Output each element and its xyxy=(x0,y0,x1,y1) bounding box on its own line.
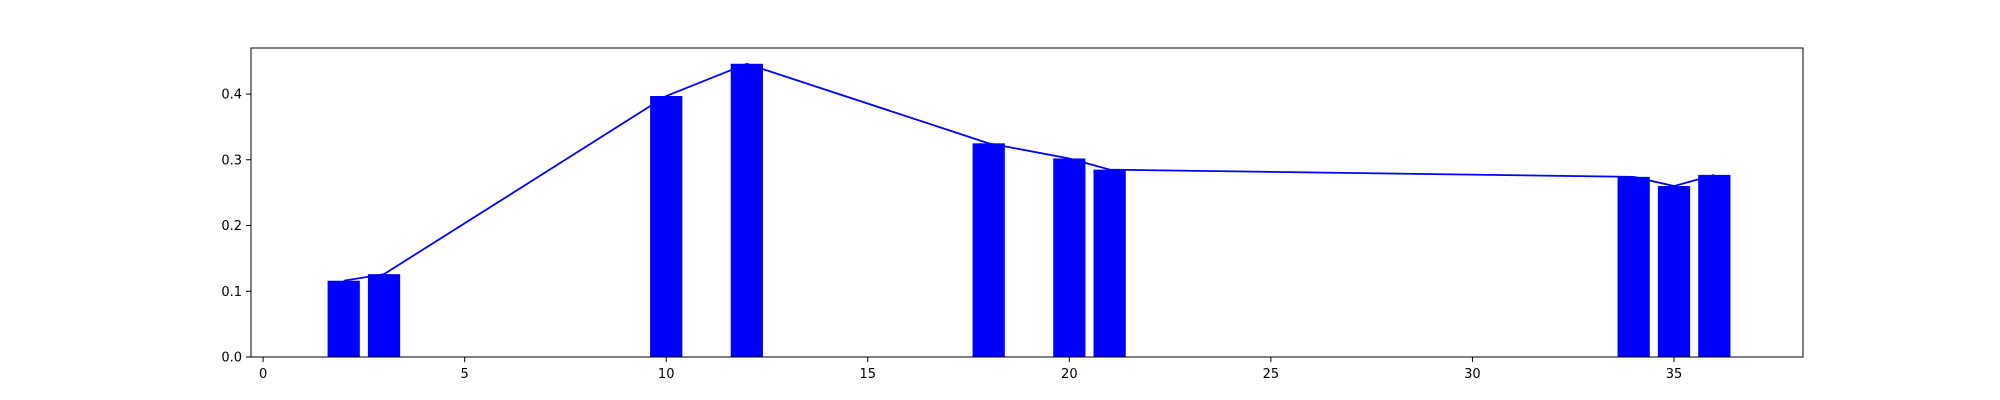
bar xyxy=(1053,158,1086,357)
x-tick-label: 30 xyxy=(1464,367,1481,382)
y-tick-label: 0.0 xyxy=(221,351,242,366)
x-axis-ticks: 0 5 10 15 20 25 30 35 xyxy=(259,357,1682,382)
x-tick-label: 25 xyxy=(1263,367,1280,382)
x-tick-label: 5 xyxy=(461,367,469,382)
y-tick-label: 0.1 xyxy=(221,285,242,300)
bar xyxy=(327,280,360,357)
x-tick-label: 0 xyxy=(259,367,267,382)
y-tick-label: 0.3 xyxy=(221,153,242,168)
x-tick-label: 35 xyxy=(1666,367,1683,382)
bar xyxy=(972,143,1005,357)
y-axis-ticks: 0.0 0.1 0.2 0.3 0.4 xyxy=(221,88,251,366)
plot-frame xyxy=(250,47,1804,358)
y-tick-label: 0.4 xyxy=(221,88,242,103)
bar xyxy=(730,63,763,358)
bar xyxy=(650,95,683,357)
bar xyxy=(1657,186,1691,357)
bar xyxy=(1698,174,1731,357)
bar xyxy=(367,274,401,357)
x-tick-label: 20 xyxy=(1061,367,1078,382)
bar xyxy=(1093,169,1126,357)
x-tick-label: 15 xyxy=(859,367,876,382)
bar-series xyxy=(327,63,1731,358)
x-tick-label: 10 xyxy=(658,367,675,382)
line-series xyxy=(343,62,1715,282)
bar xyxy=(1617,176,1650,357)
y-tick-label: 0.2 xyxy=(221,219,242,234)
